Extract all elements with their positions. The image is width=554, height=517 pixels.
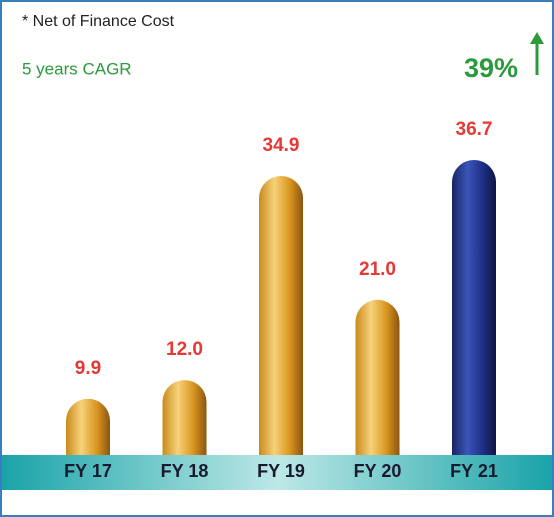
x-tick-label: FY 17 xyxy=(64,461,112,481)
value-label: 9.9 xyxy=(75,358,101,379)
cagr-value: 39% xyxy=(464,53,518,83)
cagr-label: 5 years CAGR xyxy=(22,59,132,78)
x-tick-label: FY 18 xyxy=(161,461,209,481)
note: * Net of Finance Cost xyxy=(22,13,175,30)
x-tick-label: FY 21 xyxy=(450,461,498,481)
value-label: 34.9 xyxy=(263,135,300,156)
bar xyxy=(452,160,496,487)
bar xyxy=(259,176,303,487)
x-tick-label: FY 20 xyxy=(354,461,402,481)
arrow xyxy=(530,32,544,75)
value-label: 36.7 xyxy=(456,119,493,140)
x-tick-label: FY 19 xyxy=(257,461,305,481)
value-label: 12.0 xyxy=(166,339,203,360)
category-band xyxy=(2,455,552,490)
bar xyxy=(355,299,400,487)
value-label: 21.0 xyxy=(359,259,396,280)
